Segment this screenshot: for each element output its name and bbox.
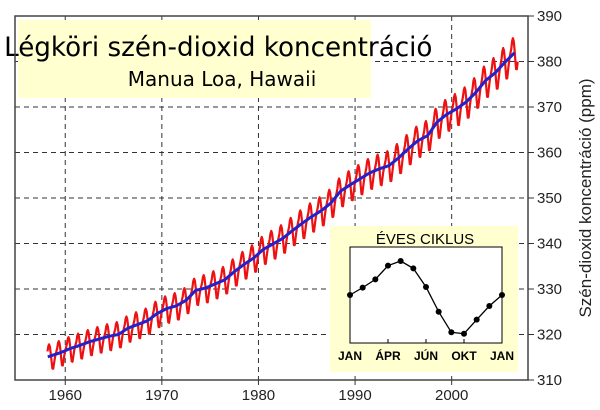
inset-point xyxy=(473,316,480,323)
y-tick-label: 320 xyxy=(537,327,562,344)
x-tick-label: 2000 xyxy=(435,387,468,404)
axes: 1960 1970 1980 1990 2000 310 320 330 340 350 360 37… xyxy=(49,8,562,404)
inset-x-tick-label: OKT xyxy=(451,349,477,363)
inset-point xyxy=(410,265,417,272)
inset-point xyxy=(435,308,442,315)
y-tick-label: 390 xyxy=(537,8,562,25)
annual-mean-line xyxy=(47,51,516,359)
inset-x-tick-label: JÚN xyxy=(414,348,438,363)
inset-point xyxy=(347,292,353,298)
y-tick-label: 350 xyxy=(537,190,562,207)
y-tick-label: 380 xyxy=(537,54,562,71)
x-tick-label: 1960 xyxy=(49,387,82,404)
inset-x-tick-label: JAN xyxy=(490,349,514,363)
inset-x-tick-label: ÁPR xyxy=(375,348,401,363)
y-tick-label: 370 xyxy=(537,99,562,116)
x-tick-label: 1970 xyxy=(145,387,178,404)
y-axis-label: Szén-dioxid koncentráció (ppm) xyxy=(576,78,595,317)
x-tick-label: 1980 xyxy=(242,387,275,404)
inset-ticks: JAN ÁPR JÚN OKT JAN xyxy=(338,339,514,363)
inset-x-tick-label: JAN xyxy=(338,349,362,363)
y-tick-label: 360 xyxy=(537,145,562,162)
inset-frame xyxy=(349,246,503,344)
inset-point xyxy=(372,276,379,283)
inset-point xyxy=(499,292,505,298)
chart-subtitle: Manua Loa, Hawaii xyxy=(128,67,317,91)
inset-point xyxy=(448,329,455,336)
chart-title: Légköri szén-dioxid koncentráció xyxy=(4,32,432,63)
x-tick-label: 1990 xyxy=(338,387,371,404)
inset-point xyxy=(461,330,467,337)
inset-title: ÉVES CIKLUS xyxy=(376,231,474,248)
inset-series xyxy=(347,258,505,337)
inset-point xyxy=(397,258,404,265)
inset-point xyxy=(385,262,391,269)
y-tick-label: 310 xyxy=(537,372,562,389)
title-box xyxy=(18,20,371,98)
inset-point xyxy=(359,284,366,291)
y-tick-label: 330 xyxy=(537,281,562,298)
inset-point xyxy=(486,303,493,309)
series xyxy=(46,37,519,370)
inset-point xyxy=(423,283,429,290)
annual-cycle-inset: ÉVES CIKLUS JAN ÁPR JÚN OKT JAN xyxy=(330,226,518,372)
monthly-series-line xyxy=(46,37,519,370)
y-tick-label: 340 xyxy=(537,236,562,253)
